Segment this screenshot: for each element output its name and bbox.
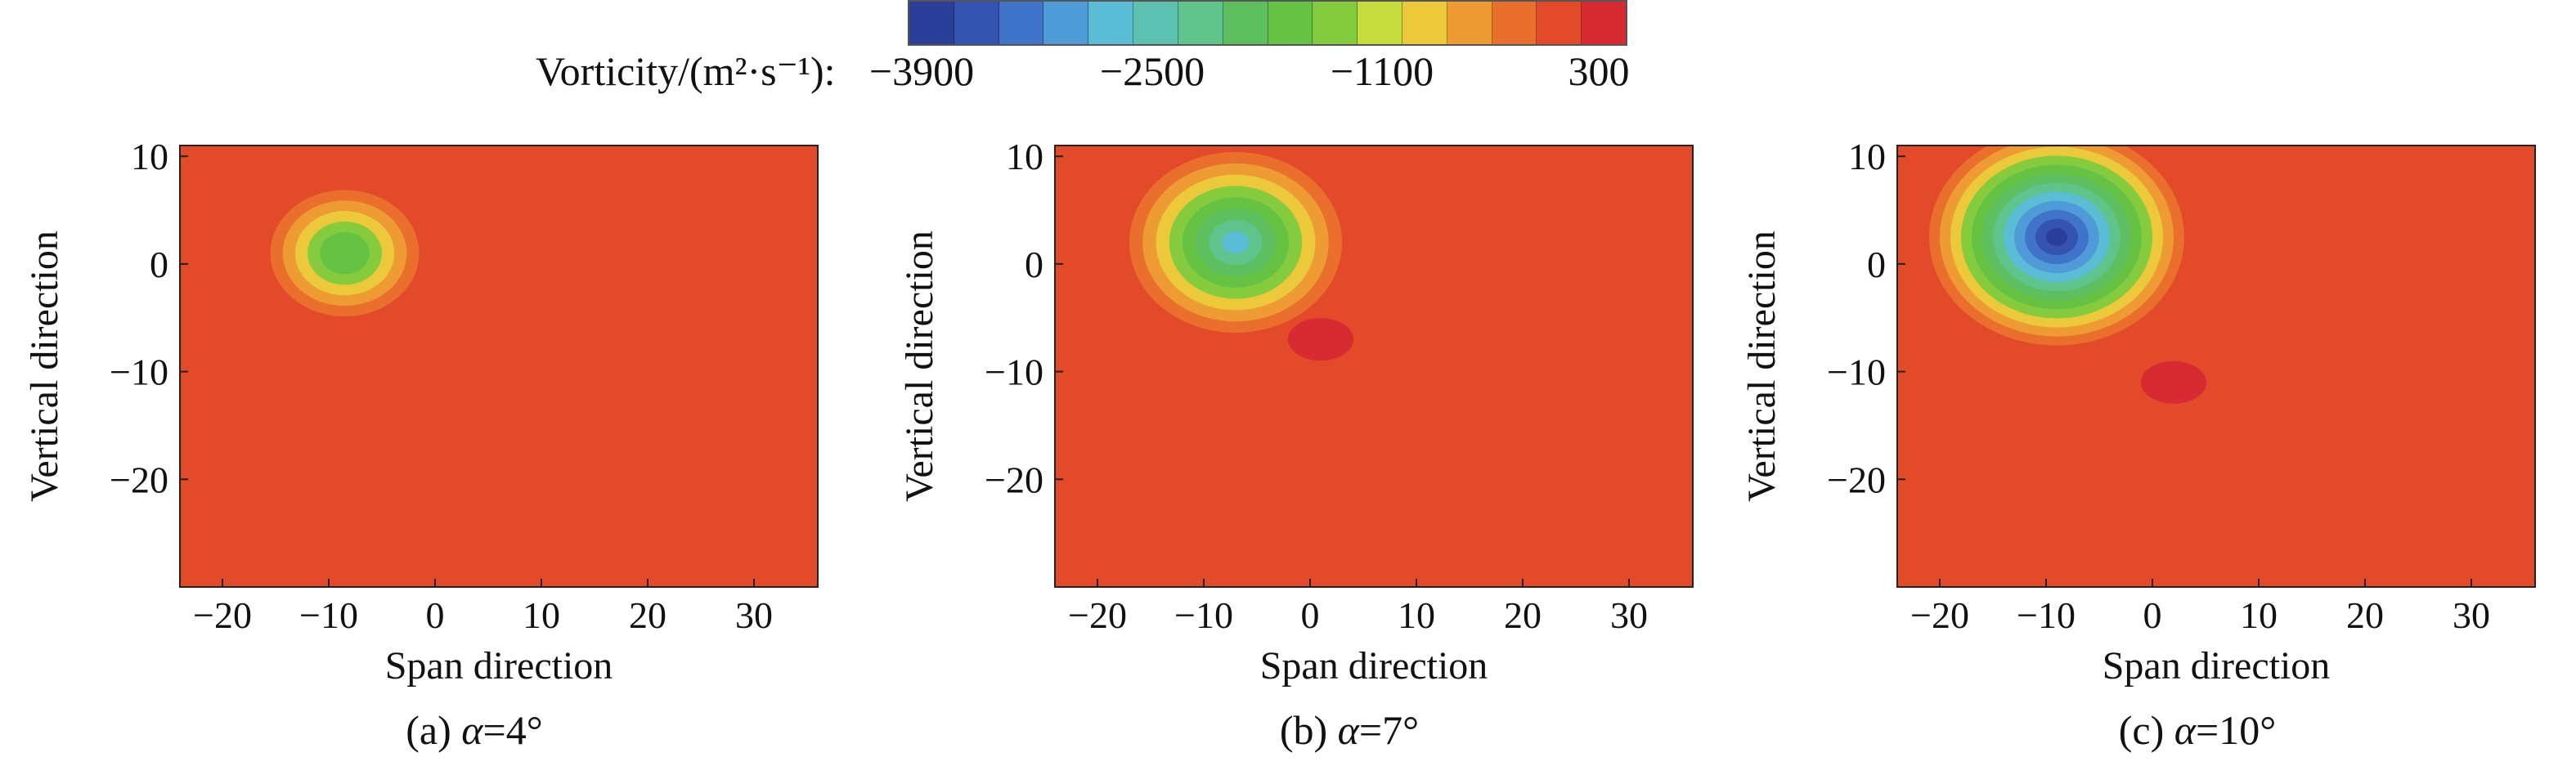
- background-field: [180, 146, 818, 587]
- caption-symbol: α: [2174, 707, 2197, 753]
- colorbar-tick: −1100: [1330, 48, 1434, 94]
- chart-panel-a: −20 −10 0 10 20 30 10 0 −10 −20 Span direction Vert…: [23, 136, 819, 688]
- y-tick-label: −10: [1827, 352, 1886, 393]
- x-tick-label: 20: [629, 594, 666, 636]
- panel-caption-a: (a) α=4°: [406, 706, 542, 754]
- y-tick-label: 0: [1025, 244, 1043, 285]
- x-tick-label: −10: [1174, 594, 1233, 636]
- vorticity-colorbar: [908, 0, 1627, 46]
- colorbar-swatch: [954, 2, 999, 44]
- secondary-vortex-region: [2141, 361, 2206, 404]
- y-tick-label: 0: [150, 244, 168, 285]
- x-axis-label: Span direction: [385, 644, 613, 688]
- x-tick-label: −10: [2017, 594, 2076, 636]
- x-tick-label: −20: [1910, 594, 1969, 636]
- y-tick-label: −20: [110, 459, 168, 500]
- colorbar-swatch: [909, 2, 954, 44]
- y-tick-label: −20: [1827, 459, 1886, 500]
- x-tick-label: 20: [1504, 594, 1542, 636]
- x-tick-label: −10: [299, 594, 358, 636]
- caption-value: =7°: [1358, 707, 1420, 753]
- x-axis-label: Span direction: [2103, 644, 2331, 688]
- colorbar-swatch: [1088, 2, 1134, 44]
- colorbar-tick: −2500: [1099, 48, 1205, 94]
- y-tick-label: 0: [1867, 244, 1886, 285]
- caption-value: =4°: [482, 707, 543, 753]
- panel-caption-c: (c) α=10°: [2119, 706, 2276, 754]
- colorbar-swatch: [1582, 2, 1626, 44]
- plot-frame: [179, 145, 819, 588]
- caption-prefix: (c): [2118, 707, 2174, 753]
- x-axis-label: Span direction: [1260, 644, 1488, 688]
- colorbar-label: Vorticity/(m²·s⁻¹):: [536, 48, 836, 94]
- vorticity-field: [1897, 146, 2535, 587]
- colorbar-swatch: [1178, 2, 1223, 44]
- x-tick-label: 10: [2240, 594, 2278, 636]
- vortex-contour: [1222, 231, 1250, 254]
- colorbar-tick: 300: [1568, 48, 1630, 94]
- y-axis-label: Vertical direction: [23, 231, 66, 502]
- colorbar-swatch: [1223, 2, 1268, 44]
- colorbar-swatch: [1133, 2, 1178, 44]
- colorbar-swatch: [999, 2, 1044, 44]
- y-axis-label: Vertical direction: [898, 231, 941, 502]
- caption-prefix: (a): [406, 707, 462, 753]
- y-tick-label: −10: [110, 352, 168, 393]
- colorbar-swatch: [1402, 2, 1447, 44]
- colorbar-swatch: [1447, 2, 1492, 44]
- x-tick-label: 0: [2143, 594, 2162, 636]
- panel-caption-b: (b) α=7°: [1280, 706, 1419, 754]
- x-tick-label: −20: [193, 594, 252, 636]
- caption-prefix: (b): [1279, 707, 1338, 753]
- x-tick-label: 0: [1301, 594, 1320, 636]
- vorticity-field: [180, 146, 818, 587]
- caption-symbol: α: [461, 707, 483, 753]
- x-tick-label: 30: [1610, 594, 1648, 636]
- colorbar-swatch: [1043, 2, 1089, 44]
- colorbar-swatch: [1268, 2, 1313, 44]
- x-tick-label: 0: [426, 594, 445, 636]
- vorticity-field: [1055, 146, 1693, 587]
- colorbar-swatch: [1358, 2, 1402, 44]
- y-tick-label: −20: [985, 459, 1043, 500]
- x-tick-label: −20: [1068, 594, 1127, 636]
- caption-value: =10°: [2196, 707, 2277, 753]
- y-tick-label: 10: [1006, 136, 1043, 177]
- plot-frame: [1896, 145, 2536, 588]
- y-tick-label: −10: [985, 352, 1043, 393]
- colorbar-swatch: [1313, 2, 1358, 44]
- x-tick-label: 30: [735, 594, 773, 636]
- vortex-contour: [2046, 227, 2067, 247]
- chart-panel-c: −20 −10 0 10 20 30 10 0 −10 −20 Span direction Vert…: [1740, 136, 2536, 688]
- y-axis-label: Vertical direction: [1740, 231, 1784, 502]
- x-tick-label: 20: [2346, 594, 2384, 636]
- colorbar-tick: −3900: [868, 48, 975, 94]
- caption-symbol: α: [1337, 707, 1359, 753]
- vortex-contour: [332, 242, 357, 264]
- y-tick-label: 10: [1848, 136, 1886, 177]
- y-tick-label: 10: [131, 136, 168, 177]
- colorbar-swatch: [1537, 2, 1582, 44]
- colorbar-swatch: [1492, 2, 1537, 44]
- x-tick-label: 30: [2453, 594, 2490, 636]
- x-tick-label: 10: [523, 594, 560, 636]
- secondary-vortex-region: [1288, 318, 1353, 361]
- plot-frame: [1054, 145, 1694, 588]
- x-tick-label: 10: [1398, 594, 1435, 636]
- chart-panel-b: −20 −10 0 10 20 30 10 0 −10 −20 Span direction Vert…: [898, 136, 1694, 688]
